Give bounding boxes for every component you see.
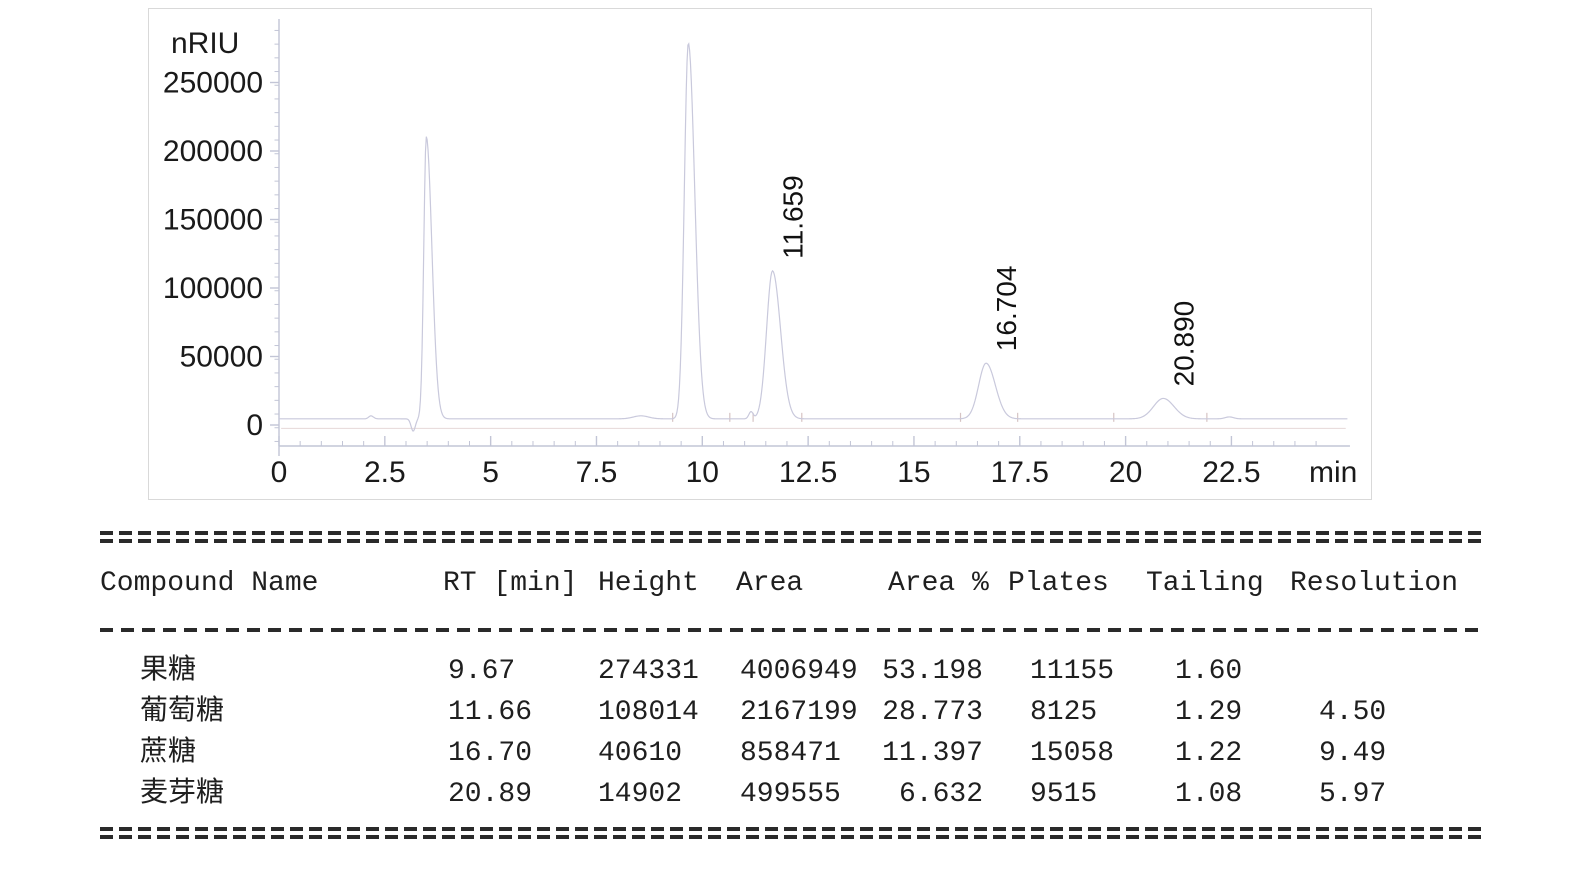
- table-cell: 499555: [740, 779, 841, 810]
- table-row: 葡萄糖 11.66 108014 2167199 28.773 8125 1.29 4.50: [100, 692, 1484, 733]
- table-header-cell: RT [min]: [443, 568, 578, 599]
- x-tick-label: 15: [897, 456, 930, 489]
- y-tick-label: 100000: [163, 272, 263, 305]
- x-tick-label: 17.5: [991, 456, 1049, 489]
- table-cell: 1.08: [1175, 779, 1243, 810]
- results-table: Compound Name RT [min] Height Area Area % Pla…: [100, 527, 1484, 847]
- x-tick-label: 20: [1109, 456, 1142, 489]
- table-header-row: Compound Name RT [min] Height Area Area % Pla…: [100, 567, 1484, 601]
- table-cell: 53.198: [882, 656, 983, 687]
- chromatogram-panel: 0 50000 100000 150000 200000 250000 0 2.5 5 7.5 10…: [148, 8, 1372, 500]
- x-tick-label: 5: [482, 456, 499, 489]
- table-header-cell: Height: [598, 568, 699, 599]
- x-tick-label: 12.5: [779, 456, 837, 489]
- table-cell: 葡萄糖: [140, 697, 225, 728]
- table-cell: 1.29: [1175, 697, 1243, 728]
- y-tick-label: 250000: [163, 67, 263, 100]
- table-cell: 274331: [598, 656, 699, 687]
- table-cell: 麦芽糖: [140, 779, 225, 810]
- x-tick-label: 0: [271, 456, 288, 489]
- table-row: 果糖 9.67 274331 4006949 53.198 11155 1.60: [100, 651, 1484, 692]
- table-cell: 16.70: [448, 738, 533, 769]
- table-cell: 果糖: [140, 656, 197, 687]
- table-row: 麦芽糖 20.89 14902 499555 6.632 9515 1.08 5.97: [100, 774, 1484, 815]
- table-header-cell: Compound Name: [100, 568, 319, 599]
- table-header-cell: Plates: [1008, 568, 1109, 599]
- table-cell: 11.66: [448, 697, 533, 728]
- table-header-cell: Resolution: [1290, 568, 1459, 599]
- table-cell: 15058: [1030, 738, 1115, 769]
- table-cell: 9.67: [448, 656, 516, 687]
- y-tick-label: 150000: [163, 204, 263, 237]
- table-bottom-separator: [100, 827, 1484, 840]
- y-axis-title: nRIU: [171, 27, 239, 60]
- table-cell: 4006949: [740, 656, 858, 687]
- table-top-separator: [100, 531, 1484, 544]
- table-cell: 9515: [1030, 779, 1098, 810]
- table-cell: 8125: [1030, 697, 1098, 728]
- peak-labels: 11.659 16.704 20.890: [778, 175, 1200, 386]
- peak-rt-label: 20.890: [1168, 301, 1199, 387]
- table-cell: 蔗糖: [140, 738, 197, 769]
- y-tick-label: 0: [246, 409, 263, 442]
- table-cell: 858471: [740, 738, 841, 769]
- table-cell: 5.97: [1319, 779, 1387, 810]
- table-cell: 4.50: [1319, 697, 1387, 728]
- table-header-cell: Area: [736, 568, 804, 599]
- y-tick-label: 50000: [180, 341, 263, 374]
- table-cell: 108014: [598, 697, 699, 728]
- table-cell: 40610: [598, 738, 683, 769]
- table-cell: 1.60: [1175, 656, 1243, 687]
- table-cell: 11155: [1030, 656, 1115, 687]
- table-cell: 9.49: [1319, 738, 1387, 769]
- chromatogram: 0 50000 100000 150000 200000 250000 0 2.5 5 7.5 10…: [163, 19, 1357, 489]
- x-axis-title: min: [1309, 456, 1357, 489]
- chromatogram-trace: [279, 42, 1348, 432]
- table-cell: 1.22: [1175, 738, 1243, 769]
- x-tick-label: 7.5: [576, 456, 618, 489]
- table-header-separator: [100, 628, 1484, 632]
- chart-axes: 0 50000 100000 150000 200000 250000 0 2.5 5 7.5 10…: [163, 19, 1350, 489]
- table-header-cell: Tailing: [1146, 568, 1264, 599]
- x-tick-label: 10: [686, 456, 719, 489]
- table-cell: 20.89: [448, 779, 533, 810]
- peak-rt-label: 11.659: [778, 175, 809, 259]
- table-cell: 14902: [598, 779, 683, 810]
- table-cell: 2167199: [740, 697, 858, 728]
- y-tick-label: 200000: [163, 135, 263, 168]
- x-tick-label: 2.5: [364, 456, 406, 489]
- integration-baseline: [281, 412, 1346, 429]
- table-header-cell: Area %: [888, 568, 989, 599]
- x-tick-label: 22.5: [1202, 456, 1260, 489]
- table-cell: 11.397: [882, 738, 983, 769]
- table-cell: 6.632: [898, 779, 983, 810]
- table-cell: 28.773: [882, 697, 983, 728]
- peak-rt-label: 16.704: [991, 266, 1022, 352]
- table-row: 蔗糖 16.70 40610 858471 11.397 15058 1.22 9.49: [100, 733, 1484, 774]
